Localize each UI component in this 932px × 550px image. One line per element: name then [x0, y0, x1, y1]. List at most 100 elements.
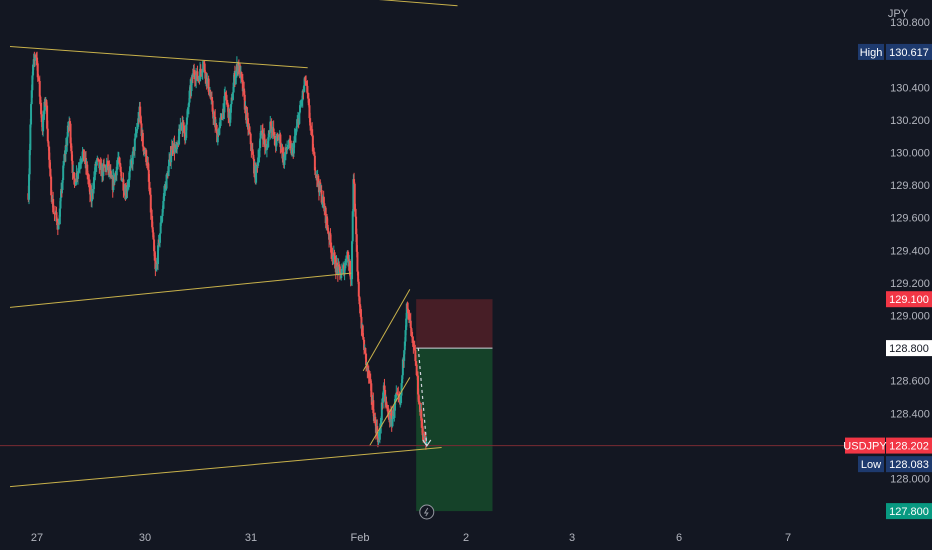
candle-body	[131, 151, 134, 165]
candle-body	[309, 125, 312, 128]
candle-body	[73, 178, 76, 181]
candle-body	[369, 379, 372, 384]
candle-body	[245, 106, 248, 121]
candle-body	[332, 256, 335, 259]
candle-body	[171, 145, 174, 150]
candle-body	[305, 84, 308, 86]
candle-body	[34, 58, 37, 60]
candle-body	[68, 121, 71, 124]
candle-body	[82, 149, 85, 161]
candle-body	[152, 232, 155, 240]
candle-body	[109, 171, 112, 173]
high-badge-prefix-bg	[858, 43, 884, 60]
candle-body	[413, 346, 416, 348]
candle-body	[251, 149, 254, 155]
candle-body	[120, 171, 123, 181]
candle-body	[235, 70, 238, 77]
candle-body	[353, 179, 356, 184]
candle-body	[307, 93, 310, 99]
candle-body	[370, 383, 373, 397]
candle-body	[193, 69, 196, 75]
candle-body	[207, 78, 210, 92]
price-tick-label: 130.200	[890, 115, 930, 127]
candle-body	[267, 137, 270, 148]
candle-body	[78, 165, 81, 167]
candle-body	[276, 136, 279, 138]
candle-body	[395, 392, 398, 397]
candle-body	[314, 170, 317, 175]
candle-body	[142, 146, 145, 152]
candle-body	[203, 62, 206, 64]
candle-body	[119, 166, 122, 172]
price-tick-label: 130.800	[890, 17, 930, 29]
candle-body	[218, 127, 221, 136]
candle-body	[326, 216, 329, 225]
candle-body	[188, 90, 191, 103]
candle-body	[414, 350, 417, 362]
candle-body	[205, 73, 208, 84]
candle-body	[327, 230, 330, 234]
candle-body	[386, 408, 389, 412]
time-tick-label: 2	[463, 532, 469, 544]
candle-body	[80, 158, 83, 162]
candle-body	[102, 164, 105, 176]
candle-body	[48, 146, 51, 160]
candle-body	[181, 122, 184, 132]
candle-body	[284, 154, 287, 157]
candle-body	[69, 123, 72, 144]
candle-body	[257, 157, 260, 159]
candle-body	[231, 92, 234, 100]
candle-body	[155, 262, 158, 269]
candle-body	[390, 413, 393, 416]
candle-body	[243, 94, 246, 110]
candle-body	[86, 164, 89, 176]
candle-body	[87, 178, 90, 182]
time-tick-label: 7	[785, 532, 791, 544]
candle-body	[139, 106, 142, 117]
trendline-3	[9, 272, 352, 308]
candle-body	[411, 331, 414, 337]
time-axis: 27 30 31 Feb 2 3 6 7	[31, 532, 791, 544]
candle-body	[213, 115, 216, 117]
candle-body	[340, 269, 343, 275]
entry-badge-value: 128.800	[889, 343, 929, 355]
stop-badge-value: 129.100	[889, 294, 929, 306]
candle-body	[64, 153, 67, 155]
candle-body	[372, 400, 375, 414]
candle-body	[241, 76, 244, 81]
low-badge-value: 128.083	[889, 459, 929, 471]
candle-body	[110, 172, 113, 178]
time-tick-label: 6	[676, 532, 682, 544]
candle-body	[135, 133, 138, 135]
candle-body	[385, 401, 388, 405]
candle-body	[308, 105, 311, 119]
candle-body	[74, 181, 77, 186]
candle-body	[399, 399, 402, 402]
candle-body	[382, 392, 385, 403]
candle-body	[64, 144, 67, 155]
candle-body	[250, 144, 253, 151]
candle-body	[28, 174, 31, 200]
candle-body	[183, 125, 186, 133]
candle-body	[197, 79, 200, 81]
candle-body	[259, 138, 262, 148]
candle-body	[370, 396, 373, 402]
high-badge-prefix: High	[860, 47, 883, 59]
candle-body	[184, 137, 187, 141]
candle-body	[362, 337, 365, 340]
candle-body	[407, 311, 410, 314]
candle-body	[363, 339, 366, 351]
candle-body	[52, 199, 55, 213]
candle-body	[399, 395, 402, 400]
candles	[27, 51, 428, 450]
low-badge-prefix: Low	[861, 459, 881, 471]
candle-body	[415, 361, 418, 365]
candle-body	[86, 175, 89, 179]
candle-body	[232, 82, 235, 93]
candle-body	[349, 261, 352, 276]
candle-body	[246, 114, 249, 119]
candle-body	[299, 105, 302, 113]
candle-body	[97, 159, 100, 161]
